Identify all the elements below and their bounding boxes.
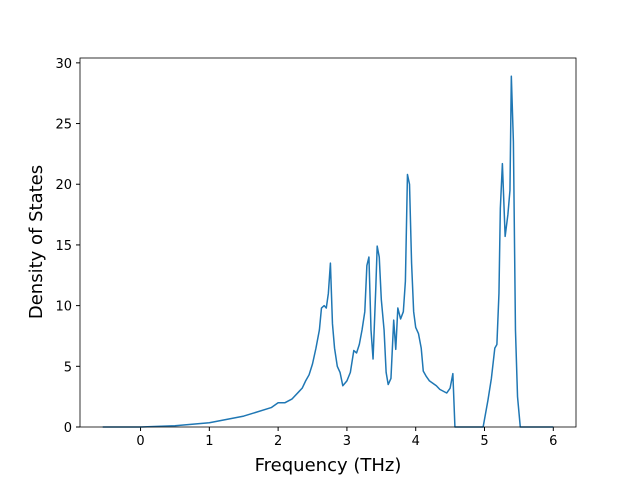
x-tick-label: 1 <box>205 434 213 449</box>
x-tick-label: 5 <box>480 434 488 449</box>
x-tick-label: 0 <box>136 434 144 449</box>
y-tick-label: 20 <box>55 178 72 193</box>
x-tick-label: 6 <box>549 434 557 449</box>
line-series <box>102 75 554 428</box>
x-tick-label: 2 <box>274 434 282 449</box>
y-tick-label: 0 <box>64 421 72 436</box>
x-axis-label: Frequency (THz) <box>255 455 402 476</box>
y-tick-label: 5 <box>64 360 72 375</box>
y-axis-label: Density of States <box>26 165 47 319</box>
x-tick-label: 4 <box>412 434 420 449</box>
y-tick-label: 15 <box>55 239 72 254</box>
y-tick-label: 10 <box>55 300 72 315</box>
x-tick-label: 3 <box>343 434 351 449</box>
y-tick-label: 25 <box>55 118 72 133</box>
y-tick-label: 30 <box>55 57 72 72</box>
axes-frame <box>79 57 577 428</box>
